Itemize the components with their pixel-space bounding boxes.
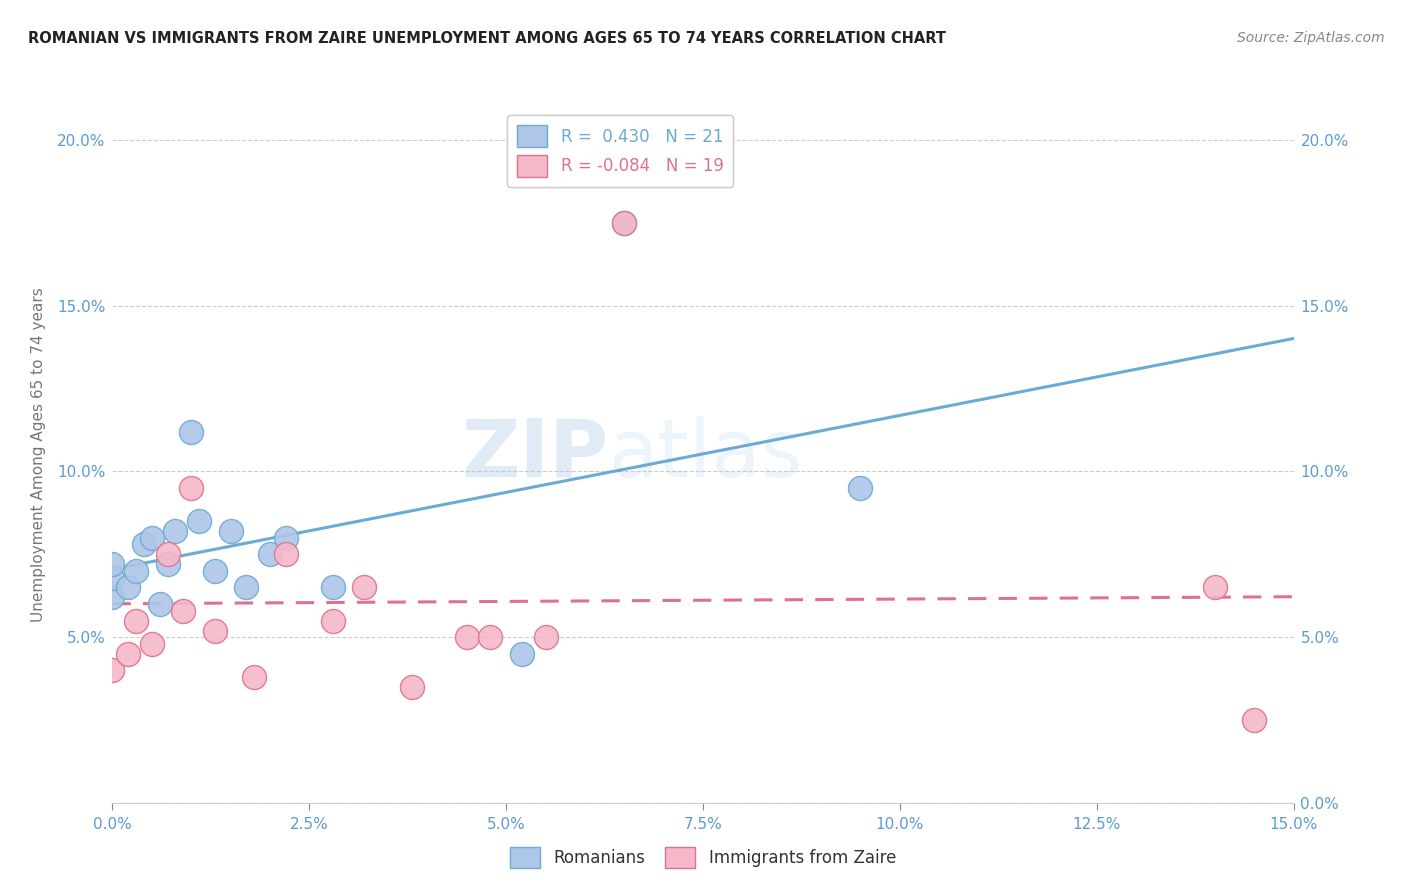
Point <box>204 564 226 578</box>
Point <box>165 524 187 538</box>
Point <box>132 537 155 551</box>
Point <box>274 531 297 545</box>
Point <box>1243 713 1265 727</box>
Point <box>235 581 257 595</box>
Point <box>456 630 478 644</box>
Point <box>180 425 202 439</box>
Text: atlas: atlas <box>609 416 803 494</box>
Point <box>243 670 266 684</box>
Point <box>613 216 636 230</box>
Point <box>534 630 557 644</box>
Legend: Romanians, Immigrants from Zaire: Romanians, Immigrants from Zaire <box>503 840 903 875</box>
Point <box>322 581 344 595</box>
Point <box>479 630 502 644</box>
Point <box>101 591 124 605</box>
Point <box>322 614 344 628</box>
Point <box>510 647 533 661</box>
Point <box>101 663 124 677</box>
Text: Source: ZipAtlas.com: Source: ZipAtlas.com <box>1237 31 1385 45</box>
Point <box>180 481 202 495</box>
Point <box>1204 581 1226 595</box>
Point <box>219 524 242 538</box>
Point <box>156 547 179 561</box>
Point <box>141 637 163 651</box>
Y-axis label: Unemployment Among Ages 65 to 74 years: Unemployment Among Ages 65 to 74 years <box>31 287 46 623</box>
Point <box>259 547 281 561</box>
Point <box>101 570 124 584</box>
Point <box>117 647 139 661</box>
Point <box>117 581 139 595</box>
Point <box>274 547 297 561</box>
Point <box>613 216 636 230</box>
Point <box>125 614 148 628</box>
Point <box>849 481 872 495</box>
Point <box>172 604 194 618</box>
Text: ROMANIAN VS IMMIGRANTS FROM ZAIRE UNEMPLOYMENT AMONG AGES 65 TO 74 YEARS CORRELA: ROMANIAN VS IMMIGRANTS FROM ZAIRE UNEMPL… <box>28 31 946 46</box>
Point <box>204 624 226 638</box>
Point <box>188 514 211 528</box>
Point <box>156 558 179 572</box>
Point <box>149 597 172 611</box>
Point <box>353 581 375 595</box>
Legend: R =  0.430   N = 21, R = -0.084   N = 19: R = 0.430 N = 21, R = -0.084 N = 19 <box>508 115 734 186</box>
Point <box>141 531 163 545</box>
Point <box>401 680 423 694</box>
Point <box>125 564 148 578</box>
Text: ZIP: ZIP <box>461 416 609 494</box>
Point <box>101 558 124 572</box>
